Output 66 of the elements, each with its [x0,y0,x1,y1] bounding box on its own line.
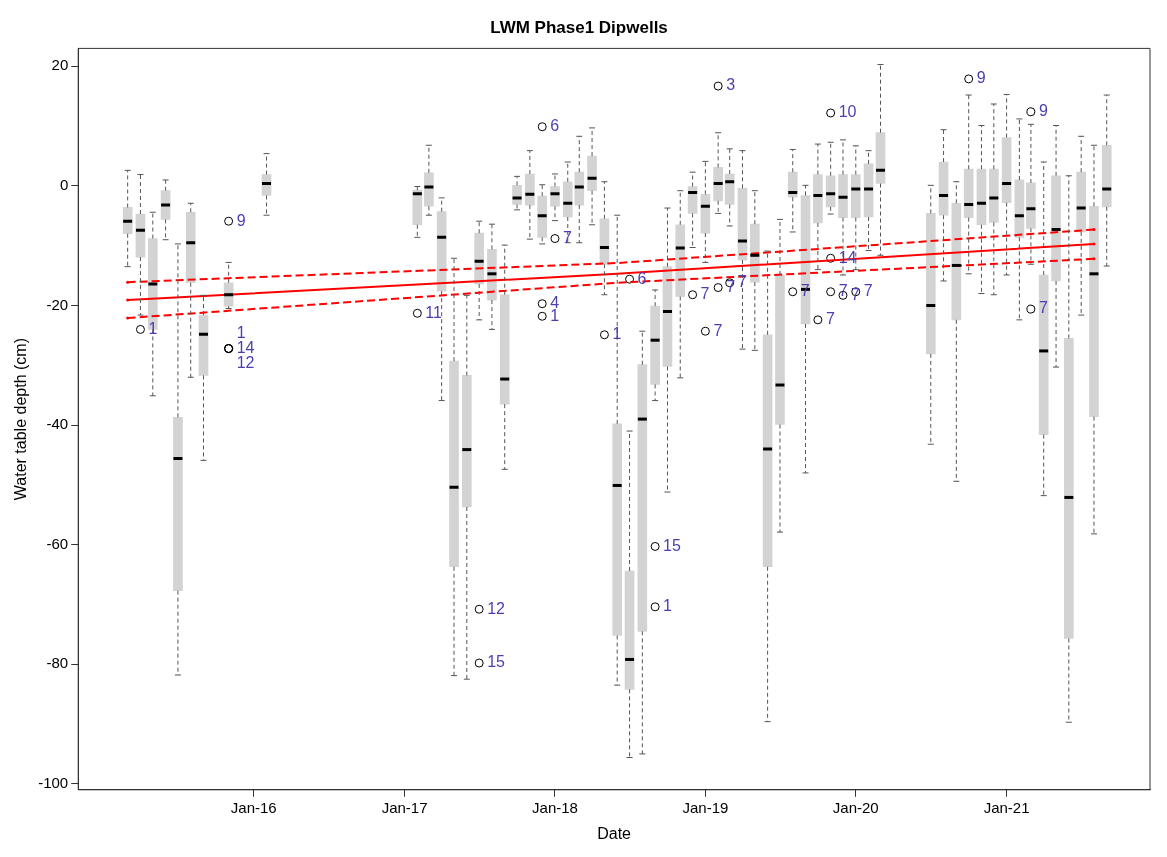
point [826,253,836,263]
y-tick-label: -40 [46,415,69,433]
annotation: 10 [838,103,857,121]
point [537,311,547,321]
annotation: 1 [236,323,246,341]
y-tick-label: -60 [46,534,69,552]
point [700,326,710,336]
point [713,283,723,293]
x-tick-label: Jan-20 [832,798,879,816]
annotation: 15 [487,653,506,671]
point [1026,304,1036,314]
x-tick-label: Jan-16 [230,798,277,816]
annotation: 7 [737,273,747,291]
point [550,234,560,244]
point [826,108,836,118]
y-tick-label: -20 [46,295,69,313]
x-tick-label: Jan-21 [983,798,1030,816]
annotation: 9 [976,69,986,87]
annotation: 1 [612,325,622,343]
point [474,604,484,614]
x-tick-label: Jan-19 [682,798,729,816]
x-tick-label: Jan-17 [381,798,428,816]
annotation: 9 [236,211,246,229]
point [625,274,635,284]
annotation: 1 [550,306,560,324]
annotation: 1 [663,597,673,615]
annotation: 7 [1038,299,1048,317]
point [713,81,723,91]
annotation: 7 [700,285,710,303]
point [813,315,823,325]
annotation: 7 [562,228,572,246]
annotation: 11 [425,303,443,321]
annotation: 7 [863,282,873,300]
point [224,216,234,226]
point [826,287,836,297]
point [537,122,547,132]
y-tick-label: 20 [51,56,69,74]
point [537,299,547,309]
annotation: 7 [713,321,723,339]
chart-title: LWM Phase1 Dipwells [490,17,668,37]
point [650,541,660,551]
point [599,330,609,340]
annotation: 7 [825,310,835,328]
point [135,324,145,334]
point [788,287,798,297]
point [964,74,974,84]
annotation: 3 [726,76,736,94]
point [688,290,698,300]
point [1026,107,1036,117]
point [412,308,422,318]
point [650,602,660,612]
y-tick-label: -100 [38,773,69,791]
point [474,658,484,668]
annotation: 15 [663,536,682,554]
annotation: 1 [148,319,158,337]
x-axis-title: Date [597,824,632,842]
annotation: 9 [1038,102,1048,120]
annotation: 6 [637,269,647,287]
x-tick-label: Jan-18 [532,798,578,816]
annotation: 12 [236,353,255,371]
y-tick-label: 0 [59,176,69,194]
annotation: 12 [487,599,506,617]
y-tick-label: -80 [46,654,69,672]
annotation: 14 [236,338,255,356]
annotation: 6 [550,117,560,135]
y-axis-title: Water table depth (cm) [12,338,30,501]
